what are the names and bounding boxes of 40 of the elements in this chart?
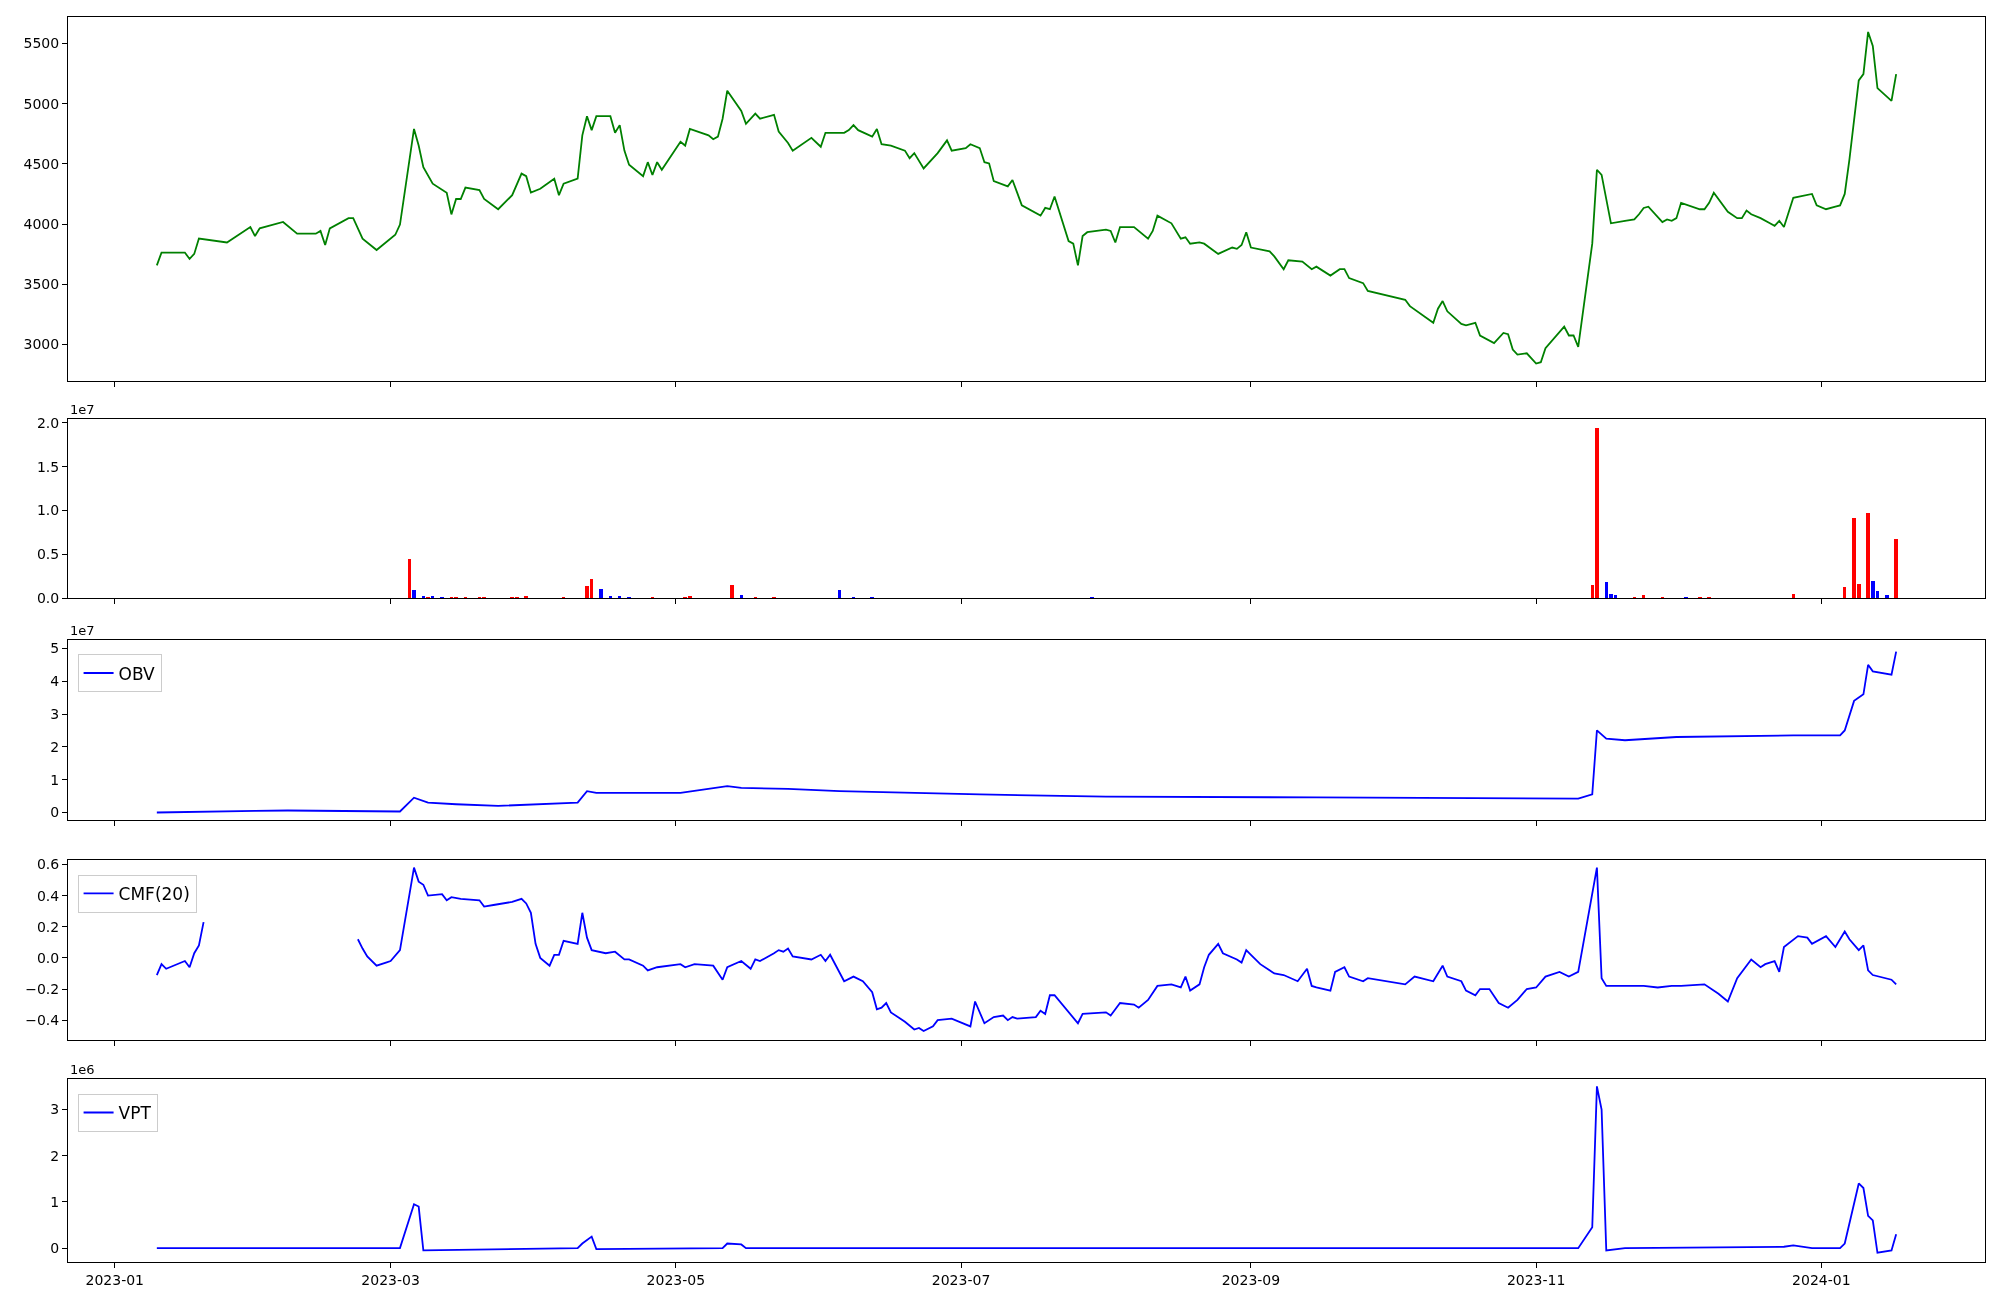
text: 1e7 (70, 402, 95, 417)
y-tick-label: 2 (50, 738, 60, 755)
x-tick-label: 2023-03 (361, 1271, 420, 1288)
y-tick-label: 0.6 (36, 856, 60, 873)
y-tick-label: 0.0 (36, 590, 60, 607)
y-tick-label: 1.0 (36, 502, 60, 519)
y-tick-label: 1 (50, 771, 60, 788)
y-tick-label: 0 (50, 804, 60, 821)
text: 1e6 (70, 1062, 95, 1077)
x-tick-label: 2024-01 (1792, 1271, 1851, 1288)
x-tick-label: 2023-07 (931, 1271, 991, 1288)
y-tick-label: 3000 (23, 336, 60, 353)
y-tick-label: 3 (50, 1101, 60, 1118)
y-tick-label: 2.0 (36, 414, 60, 431)
y-tick-label: 5000 (23, 95, 60, 112)
y-tick-label: 3 (50, 705, 60, 722)
y-tick-label: 0.5 (36, 546, 60, 563)
x-tick-label: 2023-05 (646, 1271, 706, 1288)
x-tick-label: 2023-11 (1506, 1271, 1566, 1288)
x-tick-label: 2023-09 (1221, 1271, 1281, 1288)
y-tick-label: 4 (50, 673, 60, 690)
y-tick-label: 1 (50, 1193, 60, 1210)
x-tick-label: 2023-01 (85, 1271, 145, 1288)
y-tick-label: −0.2 (25, 980, 60, 997)
y-tick-label: 2 (50, 1147, 60, 1164)
text: 1e7 (70, 623, 95, 638)
legend-label: VPT (118, 1103, 152, 1124)
y-tick-label: 5 (50, 640, 60, 657)
y-tick-label: 5500 (23, 35, 60, 52)
y-tick-label: 0.4 (36, 887, 60, 904)
y-tick-label: −0.4 (25, 1012, 60, 1029)
y-tick-label: 1.5 (36, 458, 60, 475)
y-tick-label: 0 (50, 1240, 60, 1257)
legend-label: OBV (118, 663, 156, 684)
y-tick-label: 4000 (23, 215, 60, 232)
y-tick-label: 0.2 (36, 918, 60, 935)
y-tick-label: 4500 (23, 155, 60, 172)
legend-label: CMF(20) (118, 883, 190, 904)
y-tick-label: 0.0 (36, 949, 60, 966)
y-tick-label: 3500 (23, 276, 60, 293)
